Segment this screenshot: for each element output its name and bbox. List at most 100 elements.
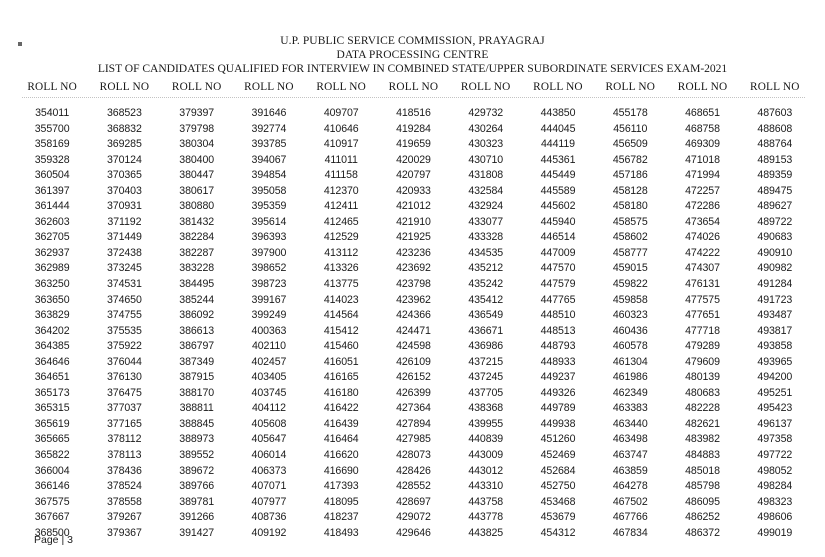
roll-number-cell: 421925	[396, 231, 431, 244]
roll-number-cell: 497358	[757, 433, 793, 446]
roll-number-cell: 379798	[179, 122, 215, 135]
roll-number-cell: 363829	[34, 309, 70, 322]
roll-number-cell: 440839	[468, 433, 504, 446]
roll-number-cell: 463498	[612, 433, 648, 446]
roll-number-cell: 435212	[468, 262, 504, 275]
roll-number-cell: 378436	[107, 464, 142, 477]
roll-number-cell: 483982	[685, 433, 720, 446]
roll-number-cell: 453468	[540, 495, 576, 508]
roll-number-cell: 406014	[251, 449, 287, 462]
roll-number-cell: 456110	[613, 122, 648, 135]
roll-number-cell: 419284	[396, 122, 431, 135]
roll-number-cell: 457186	[612, 169, 648, 182]
roll-number-column: 429732 430264 430323 430710 431808 432584 4329…	[450, 106, 522, 541]
roll-number-cell: 447765	[540, 293, 576, 306]
column-header-roll-no: ROLL NO	[171, 81, 222, 93]
roll-number-cell: 380447	[179, 169, 215, 182]
roll-number-cell: 413112	[324, 246, 359, 259]
roll-number-table: 354011 355700 358169 359328 360504 361397 3614…	[0, 106, 825, 541]
roll-number-cell: 418516	[396, 107, 431, 119]
roll-number-cell: 412465	[323, 215, 359, 228]
roll-number-cell: 410646	[323, 122, 359, 135]
roll-number-cell: 462349	[612, 386, 648, 399]
roll-number-cell: 365315	[34, 402, 70, 415]
roll-number-cell: 398652	[251, 262, 287, 275]
roll-number-cell: 411158	[324, 169, 358, 182]
table-header-row: ROLL NO ROLL NO ROLL NO ROLL NO ROLL NO ROLL …	[0, 81, 825, 93]
roll-number-cell: 393785	[251, 138, 287, 151]
roll-number-cell: 448793	[540, 340, 576, 353]
roll-number-cell: 438368	[468, 402, 504, 415]
roll-number-cell: 489722	[757, 215, 793, 228]
roll-number-cell: 375535	[107, 324, 142, 337]
roll-number-cell: 363650	[34, 293, 70, 306]
roll-number-cell: 378558	[107, 495, 142, 508]
roll-number-cell: 361397	[34, 184, 70, 197]
roll-number-cell: 370403	[107, 184, 142, 197]
roll-number-cell: 407977	[251, 495, 287, 508]
roll-number-cell: 459858	[612, 293, 648, 306]
roll-number-cell: 472286	[685, 200, 720, 213]
roll-number-cell: 447570	[540, 262, 576, 275]
roll-number-cell: 443012	[468, 464, 504, 477]
roll-number-column: 487603 488608 488764 489153 489359 489475 4896…	[739, 106, 811, 541]
roll-number-column: 455178 456110 456509 456782 457186 458128 4581…	[594, 106, 666, 541]
roll-number-cell: 429646	[396, 526, 431, 539]
roll-number-cell: 433077	[468, 215, 504, 228]
roll-number-cell: 423962	[396, 293, 431, 306]
roll-number-cell: 482621	[685, 417, 720, 430]
roll-number-cell: 376044	[107, 355, 142, 368]
roll-number-cell: 408736	[251, 511, 287, 524]
roll-number-cell: 385244	[179, 293, 215, 306]
roll-number-cell: 421012	[396, 200, 431, 213]
roll-number-cell: 364202	[34, 324, 70, 337]
roll-number-cell: 436671	[468, 324, 504, 337]
roll-number-cell: 488764	[757, 138, 793, 151]
roll-number-cell: 430264	[468, 122, 504, 135]
roll-number-cell: 388845	[179, 417, 215, 430]
roll-number-cell: 452750	[540, 480, 576, 493]
roll-number-cell: 445361	[540, 153, 576, 166]
roll-number-column: 443850 444045 444119 445361 445449 445589 4456…	[522, 106, 594, 541]
column-header-roll-no: ROLL NO	[460, 81, 511, 93]
roll-number-cell: 416165	[323, 371, 359, 384]
roll-number-cell: 388973	[179, 433, 215, 446]
roll-number-cell: 402110	[251, 340, 286, 353]
column-header-roll-no: ROLL NO	[27, 81, 77, 93]
roll-number-cell: 467502	[612, 495, 648, 508]
roll-number-cell: 426152	[396, 371, 431, 384]
roll-number-cell: 416439	[323, 417, 359, 430]
roll-number-cell: 445589	[540, 184, 576, 197]
roll-number-cell: 443009	[468, 449, 504, 462]
roll-number-cell: 380617	[179, 184, 215, 197]
roll-number-cell: 433328	[468, 231, 504, 244]
roll-number-cell: 477575	[685, 293, 720, 306]
roll-number-column: 368523 368832 369285 370124 370365 370403 3709…	[88, 106, 160, 541]
roll-number-cell: 463440	[612, 417, 648, 430]
roll-number-cell: 396393	[251, 231, 287, 244]
roll-number-cell: 376475	[107, 386, 142, 399]
roll-number-cell: 362705	[34, 231, 70, 244]
roll-number-cell: 495251	[757, 386, 793, 399]
roll-number-cell: 443778	[468, 511, 504, 524]
roll-number-cell: 428697	[396, 495, 431, 508]
roll-number-cell: 480139	[685, 371, 720, 384]
roll-number-cell: 379367	[107, 526, 142, 539]
roll-number-cell: 386613	[179, 324, 215, 337]
roll-number-cell: 448513	[540, 324, 576, 337]
roll-number-cell: 431808	[468, 169, 504, 182]
roll-number-cell: 439955	[468, 417, 504, 430]
roll-number-cell: 388811	[179, 402, 214, 415]
roll-number-cell: 409192	[251, 526, 287, 539]
roll-number-cell: 491723	[757, 293, 793, 306]
roll-number-cell: 445602	[540, 200, 576, 213]
roll-number-cell: 373245	[107, 262, 142, 275]
roll-number-cell: 463747	[612, 449, 648, 462]
roll-number-cell: 443825	[468, 526, 504, 539]
roll-number-cell: 461986	[612, 371, 648, 384]
roll-number-cell: 371192	[107, 215, 142, 228]
roll-number-cell: 448933	[540, 355, 576, 368]
roll-number-cell: 429072	[396, 511, 431, 524]
roll-number-cell: 416180	[323, 386, 359, 399]
